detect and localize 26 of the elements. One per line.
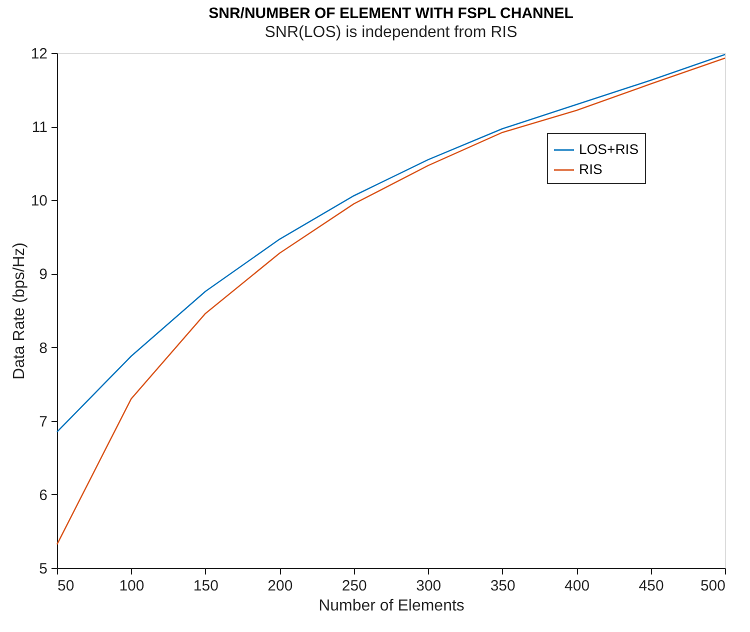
y-tick-label: 8: [39, 340, 48, 357]
y-tick-label: 9: [39, 266, 48, 284]
x-tick-label: 350: [490, 578, 516, 594]
y-tick-label: 7: [39, 413, 48, 430]
x-tick-label: 300: [416, 578, 442, 594]
legend-label: RIS: [579, 161, 602, 177]
x-tick-label: 150: [193, 578, 218, 594]
line-series: [56, 54, 726, 433]
legend-label: LOS+RIS: [579, 141, 639, 157]
x-tick-label: 500: [700, 578, 726, 594]
y-tick-label: 6: [39, 486, 48, 504]
y-axis-title: Data Rate (bps/Hz): [10, 242, 28, 380]
y-tick-label: 5: [39, 560, 48, 578]
x-tick-label: 200: [268, 578, 293, 594]
x-tick-label: 50: [58, 578, 74, 594]
chart-title: SNR/NUMBER OF ELEMENT WITH FSPL CHANNEL: [208, 5, 574, 22]
x-tick-label: 400: [564, 578, 590, 594]
x-tick-label: 100: [119, 578, 144, 594]
line-series: [56, 58, 726, 546]
chart-subtitle: SNR(LOS) is independent from RIS: [264, 24, 518, 41]
y-tick-label: 10: [30, 192, 48, 210]
x-tick-label: 250: [342, 578, 367, 594]
x-axis-title: Number of Elements: [318, 598, 464, 614]
y-tick-label: 11: [32, 119, 48, 136]
x-tick-label: 450: [638, 578, 664, 594]
y-tick-label: 12: [30, 46, 48, 62]
